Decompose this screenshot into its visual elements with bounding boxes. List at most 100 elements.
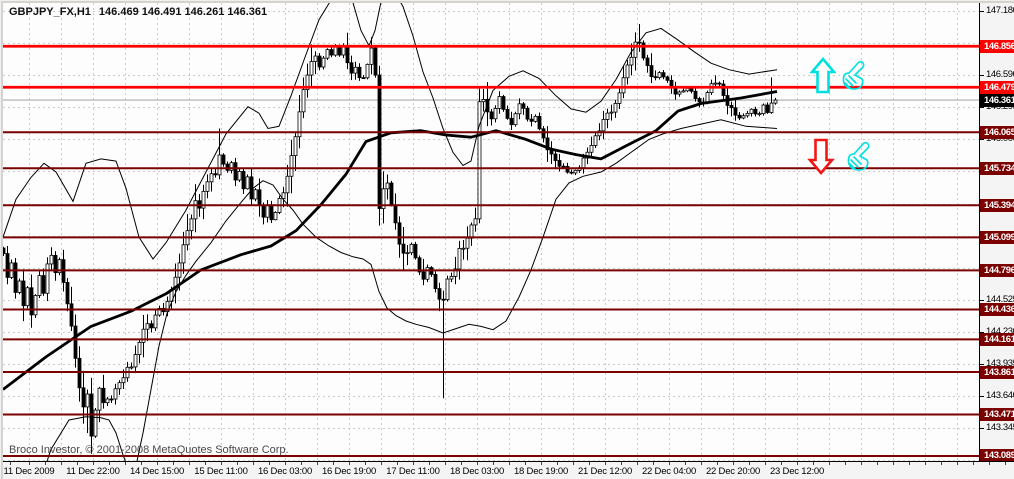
candle-body	[397, 222, 402, 245]
candle-body	[77, 357, 82, 389]
candle-body	[681, 90, 686, 93]
candle-body	[265, 205, 270, 218]
symbol-timeframe-label: GBPJPY_FX,H1	[9, 6, 91, 18]
thumbs-up-icon[interactable]	[841, 57, 867, 93]
price-chart-area[interactable]: GBPJPY_FX,H1 146.469 146.491 146.261 146.…	[3, 3, 980, 461]
candle-body	[233, 162, 238, 181]
candle-body	[569, 171, 574, 174]
candle-body	[381, 188, 386, 209]
candle-body	[69, 303, 74, 327]
candle-body	[601, 119, 606, 132]
price-tick-mark	[980, 396, 984, 397]
candle-body	[357, 66, 362, 79]
candle-body	[73, 325, 78, 359]
candle-body	[37, 275, 42, 296]
time-tick-label: 11 Dec 2009	[3, 466, 55, 477]
candle-body	[45, 263, 50, 294]
candle-body	[273, 212, 278, 221]
ohlc-values: 146.469 146.491 146.261 146.361	[98, 6, 268, 18]
candle-body	[469, 224, 474, 239]
candle-body	[205, 181, 210, 192]
candle-body	[41, 275, 46, 294]
time-tick-label: 15 Dec 11:00	[194, 466, 248, 477]
time-axis[interactable]: 11 Dec 2009 11 Dec 22:00 14 Dec 15:00 15 De…	[3, 461, 1014, 479]
candle-body	[573, 169, 578, 174]
buy-arrow-icon[interactable]	[810, 56, 836, 96]
candle-body	[373, 47, 378, 76]
chart-canvas[interactable]	[3, 3, 979, 461]
candle-body	[141, 328, 146, 343]
level-price-badge: 144.796	[980, 264, 1014, 277]
candle-body	[745, 112, 750, 117]
candle-body	[65, 282, 70, 305]
price-tick-mark	[980, 75, 984, 76]
thumbs-up-icon[interactable]	[846, 138, 872, 174]
candle-body	[249, 176, 254, 200]
candle-body	[717, 82, 722, 85]
candle-body	[541, 128, 546, 139]
level-price-badge: 144.161	[980, 333, 1014, 346]
candle-body	[345, 46, 350, 64]
candle-body	[153, 314, 158, 329]
candle-body	[269, 205, 274, 221]
candle-body	[101, 387, 106, 404]
candle-body	[193, 200, 198, 220]
candle-body	[253, 189, 258, 200]
candle-body	[209, 173, 214, 183]
price-tick-mark	[980, 300, 984, 301]
candle-body	[741, 115, 746, 119]
time-tick-label: 16 Dec 19:00	[321, 466, 377, 477]
candle-body	[729, 105, 734, 109]
candle-body	[705, 92, 710, 103]
candle-body	[305, 74, 310, 91]
level-price-badge: 143.471	[980, 408, 1014, 421]
level-price-badge: 146.479	[980, 81, 1014, 94]
price-tick-mark	[980, 428, 984, 429]
candle-body	[605, 112, 610, 120]
candle-body	[297, 111, 302, 138]
candle-body	[221, 154, 226, 165]
candle-body	[257, 189, 262, 206]
candle-body	[769, 102, 774, 113]
price-tick-mark	[980, 139, 984, 140]
candle-body	[361, 77, 366, 80]
time-tick-label: 11 Dec 22:00	[66, 466, 120, 477]
copyright-label: Broco Investor, © 2001-2008 MetaQuotes S…	[9, 444, 289, 456]
level-price-badge: 144.436	[980, 303, 1014, 316]
candle-body	[465, 237, 470, 249]
candle-body	[181, 244, 186, 264]
level-price-badge: 145.394	[980, 199, 1014, 212]
candle-body	[493, 108, 498, 120]
candle-body	[365, 63, 370, 79]
candle-body	[149, 323, 154, 329]
candle-body	[689, 87, 694, 92]
candle-body	[629, 56, 634, 66]
symbol-ohlc-header: GBPJPY_FX,H1 146.469 146.491 146.261 146.…	[9, 6, 267, 18]
candle-body	[97, 387, 102, 411]
level-price-badge: 143.089	[980, 449, 1014, 461]
candle-body	[337, 46, 342, 56]
candle-body	[693, 90, 698, 99]
candle-body	[329, 49, 334, 56]
price-tick-mark	[980, 332, 984, 333]
candle-body	[49, 254, 54, 265]
price-tick-label: 144.230	[986, 326, 1014, 337]
candle-body	[497, 96, 502, 109]
candle-body	[393, 205, 398, 224]
candle-body	[85, 393, 90, 408]
price-axis[interactable]: 147.180146.590146.295146.000144.525144.2…	[980, 3, 1014, 461]
candle-body	[173, 276, 178, 291]
candle-body	[697, 98, 702, 103]
candle-body	[33, 295, 38, 316]
candle-body	[473, 218, 478, 226]
candle-body	[437, 288, 442, 300]
candle-body	[521, 103, 526, 109]
level-price-badge: 146.856	[980, 40, 1014, 53]
candle-body	[5, 253, 10, 278]
candle-body	[597, 130, 602, 137]
candle-body	[773, 99, 778, 104]
bollinger-lower-band	[46, 119, 778, 461]
candle-body	[385, 182, 390, 190]
candle-body	[309, 61, 314, 76]
sell-arrow-icon[interactable]	[807, 136, 835, 176]
